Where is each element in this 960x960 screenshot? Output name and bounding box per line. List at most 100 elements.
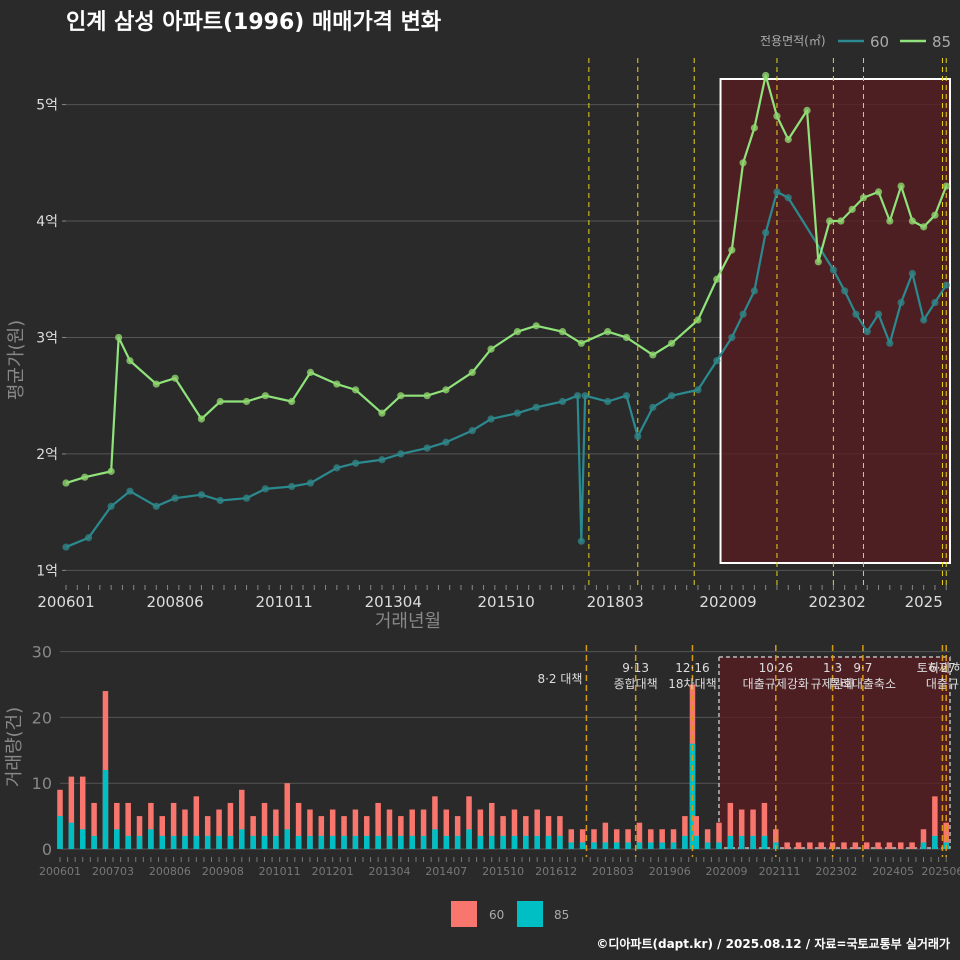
data-point-60: [622, 392, 631, 400]
data-point-85: [784, 135, 792, 144]
volume-bar-60: [648, 829, 654, 849]
x-tick-label: 201304: [365, 593, 422, 611]
volume-bar-85: [591, 842, 597, 849]
x-tick-label: 201011: [256, 593, 313, 611]
volume-bar-85: [386, 835, 393, 849]
data-point-85: [558, 328, 567, 336]
data-point-85: [171, 374, 179, 382]
volume-bar-60: [148, 802, 154, 849]
volume-bar-85: [284, 829, 290, 849]
policy-annotation: 종합대책: [614, 676, 658, 691]
data-point-85: [931, 211, 939, 219]
data-point-60: [841, 287, 849, 295]
data-point-85: [487, 345, 495, 353]
volume-bar-60: [886, 842, 893, 849]
data-point-85: [750, 124, 758, 132]
data-point-60: [762, 229, 770, 237]
volume-bar-85: [148, 829, 154, 849]
volume-bar-60: [273, 809, 279, 849]
data-point-85: [242, 397, 251, 406]
volume-bar-85: [239, 829, 245, 849]
data-point-60: [920, 316, 928, 324]
data-point-85: [713, 275, 721, 283]
volume-bar-60: [625, 829, 631, 849]
volume-bar-60: [454, 816, 461, 849]
volume-bar-60: [682, 816, 688, 849]
volume-bar-60: [79, 776, 86, 849]
footer-credit: ©디아파트(dapt.kr) / 2025.08.12 / 자료=국토교통부 실…: [596, 936, 950, 951]
volume-bar-85: [682, 835, 688, 849]
data-point-60: [306, 479, 315, 487]
data-point-85: [333, 380, 341, 388]
volume-bar-60: [477, 809, 484, 849]
data-point-85: [803, 106, 811, 114]
volume-bar-60: [102, 691, 109, 849]
data-point-60: [468, 427, 476, 435]
highlight-box: [719, 78, 952, 564]
data-point-85: [442, 386, 450, 394]
data-point-60: [897, 298, 905, 307]
y-tick-label: 3억: [36, 330, 58, 346]
volume-bar-60: [738, 809, 745, 849]
data-point-60: [649, 403, 657, 411]
policy-annotation: 1·3: [823, 661, 842, 675]
policy-annotation: 8·2 대책: [537, 671, 582, 686]
volume-bar-85: [693, 835, 700, 849]
data-point-60: [397, 450, 405, 458]
data-point-60: [216, 496, 224, 505]
volume-x-tick-label: 202506: [921, 865, 960, 878]
data-point-85: [814, 258, 822, 266]
data-point-85: [216, 397, 224, 406]
data-point-85: [622, 333, 631, 342]
volume-bar-85: [318, 835, 325, 849]
x-tick-label: 200806: [146, 593, 203, 611]
policy-annotation: 6·27: [929, 661, 956, 675]
data-point-85: [773, 112, 781, 120]
volume-bar-60: [716, 822, 722, 849]
volume-bar-60: [670, 829, 677, 849]
data-point-60: [126, 487, 134, 495]
data-point-85: [762, 71, 770, 80]
policy-annotation: 12·16: [675, 661, 709, 675]
data-point-85: [908, 217, 916, 225]
volume-bar-85: [704, 842, 711, 849]
volume-bar-85: [932, 835, 938, 849]
data-point-60: [423, 444, 431, 452]
data-point-85: [352, 386, 360, 394]
volume-bar-60: [761, 802, 768, 849]
x-tick-label: 202302: [809, 593, 866, 611]
x-tick-label: 2025: [905, 593, 943, 611]
volume-x-tick-label: 200806: [149, 865, 191, 878]
data-point-85: [694, 316, 702, 324]
data-point-60: [668, 392, 676, 400]
volume-bar-60: [182, 809, 188, 849]
data-point-60: [171, 494, 179, 502]
price-panel: 1억 2억 3억 4억 5억 200601 200806 201011 201304 201510…: [6, 58, 952, 632]
volume-bar-85: [750, 835, 756, 849]
volume-bar-85: [579, 842, 586, 849]
volume-bar-60: [932, 796, 938, 849]
volume-bar-85: [534, 835, 540, 849]
volume-bar-85: [432, 829, 438, 849]
volume-x-tick-label: 201510: [482, 865, 524, 878]
volume-bar-60: [216, 809, 222, 849]
data-point-60: [713, 357, 721, 365]
data-point-60: [886, 339, 894, 347]
volume-bar-85: [375, 835, 381, 849]
data-point-60: [152, 502, 160, 510]
volume-x-tick-label: 202009: [706, 865, 748, 878]
volume-bar-85: [79, 829, 86, 849]
volume-bar-60: [250, 816, 256, 849]
volume-bar-60: [875, 842, 881, 849]
volume-bar-85: [443, 835, 450, 849]
data-point-60: [84, 534, 93, 542]
volume-bar-60: [841, 842, 847, 849]
data-point-85: [848, 205, 856, 213]
volume-x-tick-label: 201612: [535, 865, 577, 878]
data-point-85: [197, 415, 206, 423]
volume-bar-85: [557, 835, 563, 849]
volume-bar-85: [295, 835, 302, 849]
volume-x-tick-label: 202405: [872, 865, 914, 878]
policy-annotation: 특례대출축소: [830, 677, 896, 691]
